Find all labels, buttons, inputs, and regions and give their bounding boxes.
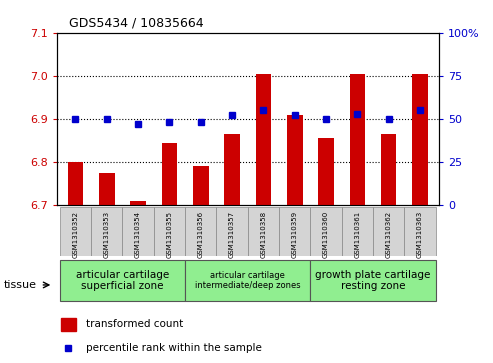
Bar <box>61 318 75 331</box>
Text: percentile rank within the sample: percentile rank within the sample <box>86 343 262 353</box>
Bar <box>342 207 373 256</box>
Text: articular cartilage
intermediate/deep zones: articular cartilage intermediate/deep zo… <box>195 271 301 290</box>
Text: GSM1310352: GSM1310352 <box>72 211 78 258</box>
Bar <box>122 207 154 256</box>
Bar <box>185 207 216 256</box>
Bar <box>224 134 240 205</box>
Bar <box>350 74 365 205</box>
Text: GSM1310362: GSM1310362 <box>386 211 391 258</box>
Text: GDS5434 / 10835664: GDS5434 / 10835664 <box>69 16 204 29</box>
Text: GSM1310356: GSM1310356 <box>198 211 204 258</box>
Bar <box>248 207 279 256</box>
Bar <box>162 143 177 205</box>
Bar <box>60 260 185 301</box>
Bar <box>255 74 271 205</box>
Text: growth plate cartilage
resting zone: growth plate cartilage resting zone <box>316 270 431 291</box>
Text: GSM1310363: GSM1310363 <box>417 211 423 258</box>
Bar <box>60 207 91 256</box>
Bar <box>193 166 209 205</box>
Text: articular cartilage
superficial zone: articular cartilage superficial zone <box>76 270 169 291</box>
Bar <box>412 74 428 205</box>
Bar <box>404 207 436 256</box>
Text: GSM1310357: GSM1310357 <box>229 211 235 258</box>
Bar <box>154 207 185 256</box>
Text: GSM1310361: GSM1310361 <box>354 211 360 258</box>
Bar <box>311 260 436 301</box>
Bar <box>373 207 404 256</box>
Text: GSM1310360: GSM1310360 <box>323 211 329 258</box>
Text: GSM1310353: GSM1310353 <box>104 211 110 258</box>
Text: GSM1310358: GSM1310358 <box>260 211 266 258</box>
Bar <box>287 115 303 205</box>
Text: GSM1310359: GSM1310359 <box>292 211 298 258</box>
Bar <box>130 201 146 205</box>
Text: GSM1310354: GSM1310354 <box>135 211 141 258</box>
Bar <box>99 173 115 205</box>
Bar <box>311 207 342 256</box>
Bar <box>185 260 311 301</box>
Bar <box>381 134 396 205</box>
Bar <box>68 162 83 205</box>
Bar <box>318 138 334 205</box>
Bar <box>279 207 311 256</box>
Text: tissue: tissue <box>4 280 37 290</box>
Text: transformed count: transformed count <box>86 319 183 330</box>
Bar <box>216 207 248 256</box>
Bar <box>91 207 122 256</box>
Text: GSM1310355: GSM1310355 <box>167 211 173 258</box>
